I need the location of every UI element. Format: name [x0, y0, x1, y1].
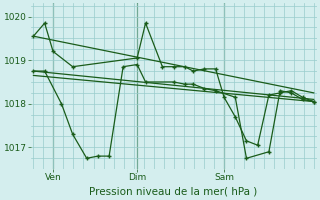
X-axis label: Pression niveau de la mer( hPa ): Pression niveau de la mer( hPa ) — [90, 187, 258, 197]
